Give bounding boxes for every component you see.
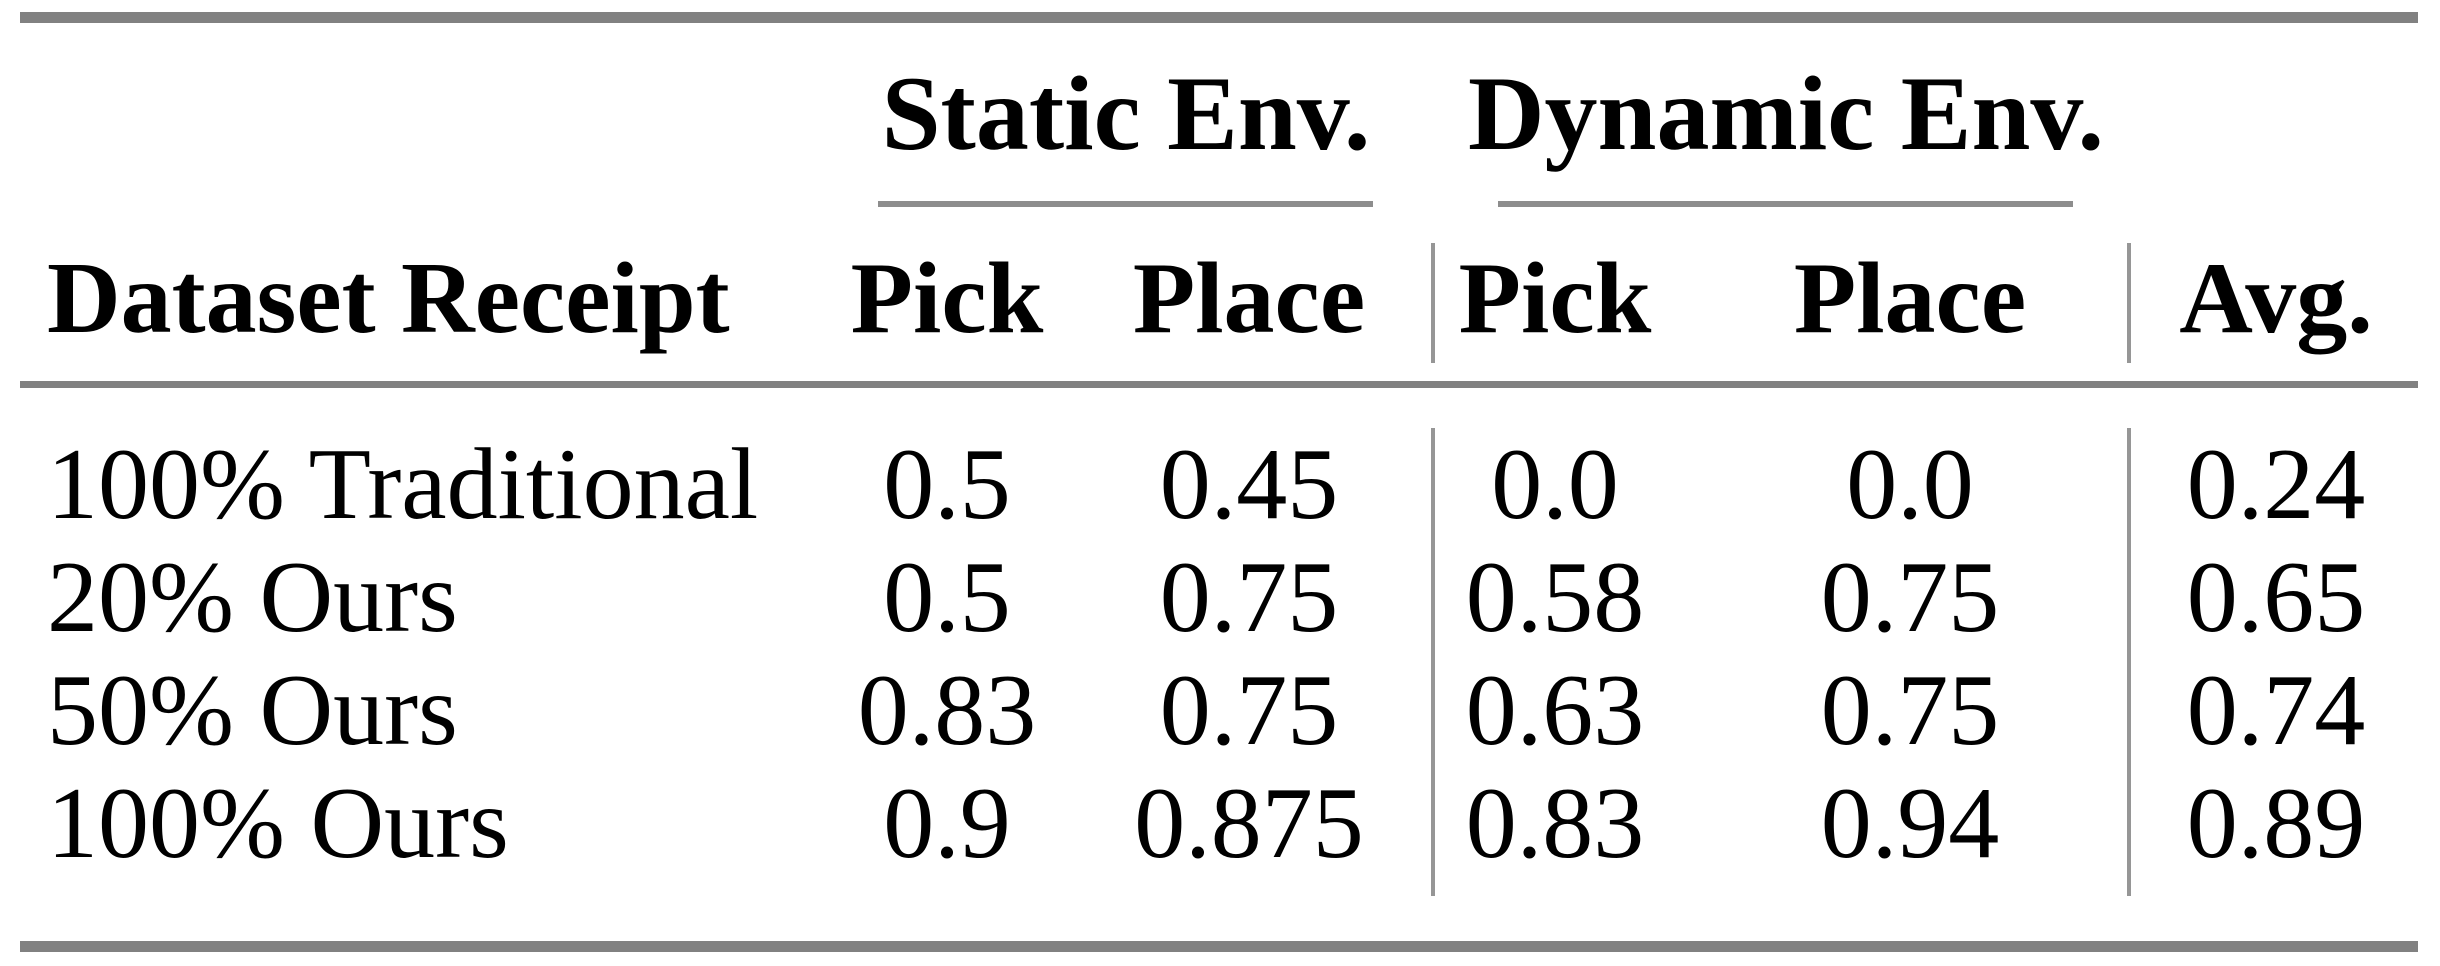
cell-dynamic-pick: 0.83 xyxy=(1465,767,1645,880)
cell-avg: 0.89 xyxy=(2186,767,2366,880)
table-top-rule xyxy=(20,12,2418,23)
cell-static-place: 0.75 xyxy=(1159,541,1339,654)
cell-dynamic-pick: 0.58 xyxy=(1465,541,1645,654)
column-separator-1-body xyxy=(1431,428,1435,896)
column-separator-2-body xyxy=(2127,428,2131,896)
column-group-title-dynamic-env: Dynamic Env. xyxy=(1467,55,2105,172)
cell-static-place: 0.875 xyxy=(1134,767,1364,880)
cell-static-pick: 0.5 xyxy=(883,541,1011,654)
static-env-cmidrule xyxy=(878,201,1373,207)
cell-dynamic-pick: 0.0 xyxy=(1491,428,1619,541)
cell-static-pick: 0.5 xyxy=(883,428,1011,541)
cell-avg: 0.24 xyxy=(2186,428,2366,541)
table-mid-rule xyxy=(20,381,2418,388)
cell-dynamic-place: 0.0 xyxy=(1846,428,1974,541)
column-separator-2-header xyxy=(2127,243,2131,363)
row-label: 100% Ours xyxy=(47,767,509,880)
row-label: 20% Ours xyxy=(47,541,458,654)
cell-static-pick: 0.83 xyxy=(857,654,1037,767)
header-static-place: Place xyxy=(1132,242,1366,355)
header-avg: Avg. xyxy=(2179,242,2373,355)
header-dynamic-place: Place xyxy=(1793,242,2027,355)
cell-dynamic-place: 0.94 xyxy=(1820,767,2000,880)
column-separator-1-header xyxy=(1431,243,1435,363)
table-bottom-rule xyxy=(20,941,2418,952)
row-label: 100% Traditional xyxy=(47,428,759,541)
cell-dynamic-pick: 0.63 xyxy=(1465,654,1645,767)
cell-avg: 0.65 xyxy=(2186,541,2366,654)
column-group-title-static-env: Static Env. xyxy=(881,55,1371,172)
cell-static-place: 0.75 xyxy=(1159,654,1339,767)
cell-static-place: 0.45 xyxy=(1159,428,1339,541)
dynamic-env-cmidrule xyxy=(1498,201,2073,207)
cell-dynamic-place: 0.75 xyxy=(1820,541,2000,654)
header-static-pick: Pick xyxy=(850,242,1044,355)
cell-dynamic-place: 0.75 xyxy=(1820,654,2000,767)
cell-static-pick: 0.9 xyxy=(883,767,1011,880)
header-dynamic-pick: Pick xyxy=(1458,242,1652,355)
row-label: 50% Ours xyxy=(47,654,458,767)
cell-avg: 0.74 xyxy=(2186,654,2366,767)
header-dataset-receipt: Dataset Receipt xyxy=(47,242,730,355)
